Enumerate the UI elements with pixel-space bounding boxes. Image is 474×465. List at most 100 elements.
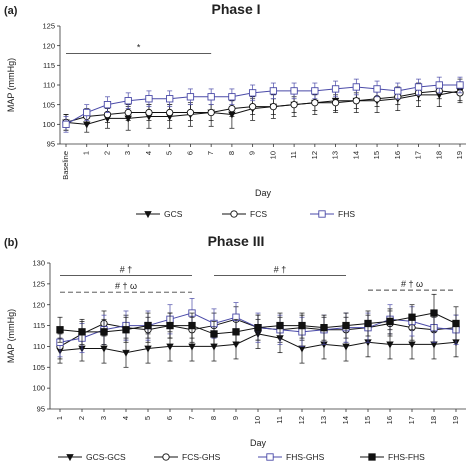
legend-label: FHS-GHS bbox=[286, 452, 325, 462]
x-tick-label: 6 bbox=[165, 416, 174, 420]
legend-label: FCS-GHS bbox=[182, 452, 221, 462]
data-point bbox=[103, 101, 112, 109]
y-tick-label: 130 bbox=[32, 259, 45, 268]
legend: GCS-GCS FCS-GHS FHS-GHS FHS-FHS bbox=[58, 452, 425, 462]
data-point bbox=[373, 85, 381, 93]
data-point bbox=[298, 321, 306, 330]
data-point bbox=[166, 343, 174, 351]
data-point bbox=[122, 326, 130, 334]
data-point bbox=[394, 87, 402, 95]
data-point bbox=[56, 326, 64, 334]
x-tick-label: 14 bbox=[341, 416, 350, 424]
y-tick-label: 95 bbox=[47, 140, 55, 149]
x-axis-label: Day bbox=[250, 438, 267, 448]
x-axis-label: Day bbox=[255, 188, 272, 198]
y-tick-label: 110 bbox=[33, 342, 45, 351]
x-tick-label: 4 bbox=[144, 151, 153, 155]
data-point bbox=[124, 108, 132, 117]
y-tick-label: 100 bbox=[42, 120, 55, 129]
data-point bbox=[145, 108, 153, 117]
data-point bbox=[78, 328, 86, 336]
series-FHS bbox=[62, 76, 464, 133]
x-tick-label: 18 bbox=[429, 416, 438, 424]
panel-label: (b) bbox=[4, 237, 18, 249]
series-line bbox=[65, 90, 461, 125]
annotation-text: * bbox=[137, 43, 141, 53]
data-point bbox=[408, 341, 416, 349]
annotation-text: # † bbox=[274, 265, 287, 275]
data-point bbox=[430, 309, 438, 317]
legend-label: FHS bbox=[338, 209, 355, 219]
x-tick-label: 16 bbox=[393, 151, 402, 159]
x-tick-label: 8 bbox=[209, 416, 218, 420]
legend: GCS FCS FHS bbox=[136, 209, 355, 219]
data-point bbox=[456, 81, 464, 89]
data-point bbox=[83, 108, 91, 117]
data-point bbox=[144, 345, 152, 353]
data-point bbox=[414, 83, 423, 91]
legend-marker bbox=[318, 210, 326, 218]
data-point bbox=[452, 319, 460, 328]
x-tick-label: 7 bbox=[187, 416, 196, 420]
legend-label: FHS-FHS bbox=[388, 452, 425, 462]
data-point bbox=[145, 95, 153, 103]
x-tick-label: 4 bbox=[121, 416, 130, 420]
panel-label: (a) bbox=[4, 5, 18, 17]
data-point bbox=[408, 313, 416, 321]
x-tick-label: 11 bbox=[275, 416, 284, 424]
x-tick-label: 12 bbox=[310, 151, 319, 159]
data-point bbox=[166, 95, 174, 103]
data-point bbox=[248, 89, 257, 97]
x-tick-label: 1 bbox=[55, 416, 64, 420]
series-GCS bbox=[62, 78, 464, 133]
x-tick-label: 11 bbox=[289, 151, 298, 159]
legend-label: GCS-GCS bbox=[86, 452, 126, 462]
x-tick-label: 14 bbox=[351, 151, 360, 159]
chart-title: Phase III bbox=[208, 233, 265, 249]
series-FHS-FHS bbox=[56, 293, 460, 347]
legend-marker bbox=[66, 454, 74, 462]
legend-label: GCS bbox=[164, 209, 183, 219]
legend-marker bbox=[368, 453, 376, 461]
legend-marker bbox=[266, 453, 274, 461]
y-tick-label: 110 bbox=[43, 81, 55, 90]
y-axis-label: MAP (mmHg) bbox=[6, 309, 16, 363]
x-tick-label: Baseline bbox=[61, 151, 70, 180]
data-point bbox=[386, 317, 394, 326]
x-tick-label: 18 bbox=[434, 151, 443, 159]
y-tick-label: 105 bbox=[42, 100, 55, 109]
x-tick-label: 13 bbox=[331, 151, 340, 159]
annotation-text: # † bbox=[120, 265, 133, 275]
annotation-text: # † ω bbox=[115, 281, 137, 291]
x-tick-label: 5 bbox=[143, 416, 152, 420]
data-point bbox=[228, 93, 236, 101]
x-tick-label: 6 bbox=[185, 151, 194, 155]
x-tick-label: 3 bbox=[99, 416, 108, 420]
data-point bbox=[100, 345, 108, 353]
x-tick-label: 19 bbox=[451, 416, 460, 424]
data-point bbox=[207, 108, 215, 117]
y-tick-label: 125 bbox=[32, 279, 45, 288]
y-tick-label: 95 bbox=[37, 405, 45, 414]
data-point bbox=[186, 108, 195, 117]
y-tick-label: 125 bbox=[42, 22, 55, 31]
data-point bbox=[62, 120, 70, 128]
data-point bbox=[311, 99, 319, 107]
x-tick-label: 1 bbox=[82, 151, 91, 155]
y-tick-label: 105 bbox=[32, 363, 45, 372]
x-tick-label: 12 bbox=[297, 416, 306, 424]
data-point bbox=[276, 321, 284, 330]
data-point bbox=[331, 85, 340, 93]
data-point bbox=[122, 349, 130, 357]
y-tick-label: 120 bbox=[42, 41, 55, 50]
data-point bbox=[254, 324, 262, 332]
x-tick-label: 8 bbox=[227, 151, 236, 155]
data-point bbox=[298, 345, 306, 353]
x-tick-label: 10 bbox=[268, 151, 277, 159]
data-point bbox=[248, 102, 257, 111]
data-point bbox=[166, 108, 174, 117]
data-point bbox=[144, 321, 152, 330]
data-point bbox=[269, 87, 278, 95]
y-tick-label: 120 bbox=[32, 300, 45, 309]
